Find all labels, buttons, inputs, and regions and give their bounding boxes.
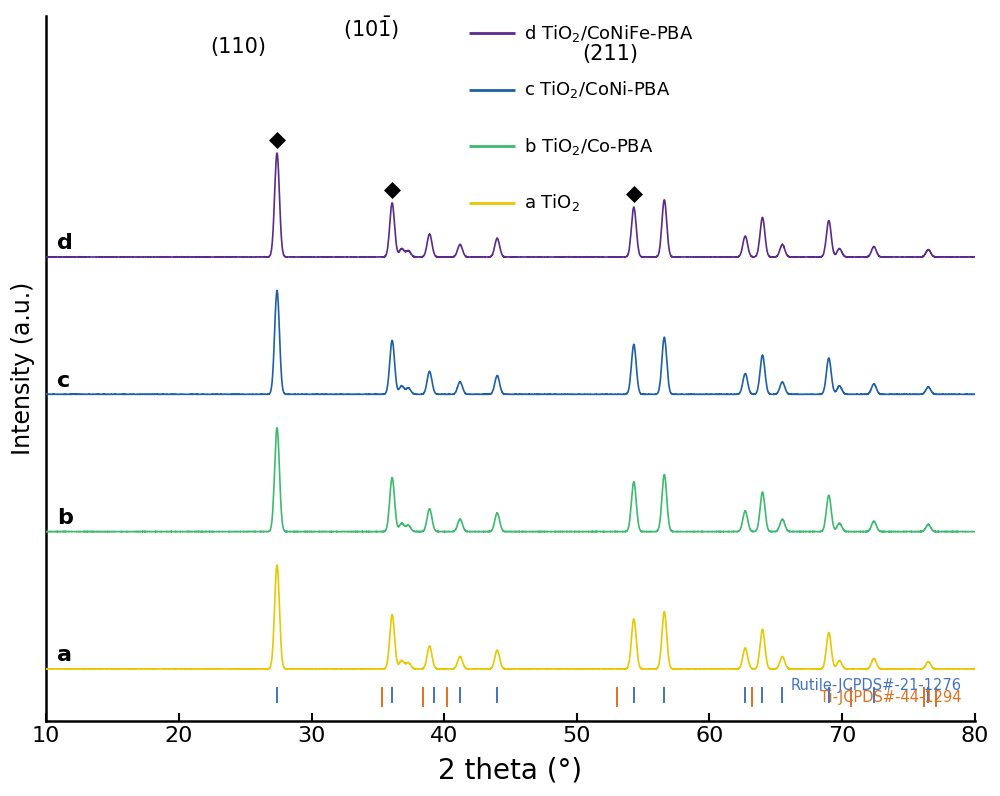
Text: d TiO$_2$/CoNiFe-PBA: d TiO$_2$/CoNiFe-PBA bbox=[524, 23, 694, 44]
Text: Ti-JCPDS#-44-1294: Ti-JCPDS#-44-1294 bbox=[820, 690, 961, 704]
Text: b TiO$_2$/Co-PBA: b TiO$_2$/Co-PBA bbox=[524, 135, 654, 157]
Text: Rutile-JCPDS#-21-1276: Rutile-JCPDS#-21-1276 bbox=[790, 678, 961, 693]
Y-axis label: Intensity (a.u.): Intensity (a.u.) bbox=[11, 282, 35, 455]
Text: c: c bbox=[57, 371, 70, 391]
Text: (211): (211) bbox=[582, 44, 638, 64]
X-axis label: 2 theta (°): 2 theta (°) bbox=[438, 757, 583, 785]
Text: (110): (110) bbox=[211, 37, 267, 57]
Text: b: b bbox=[57, 508, 73, 528]
Text: a: a bbox=[57, 646, 72, 665]
Text: (10$\mathregular{\bar{1}}$): (10$\mathregular{\bar{1}}$) bbox=[343, 14, 399, 41]
Text: d: d bbox=[57, 233, 73, 253]
Text: a TiO$_2$: a TiO$_2$ bbox=[524, 192, 580, 213]
Text: c TiO$_2$/CoNi-PBA: c TiO$_2$/CoNi-PBA bbox=[524, 80, 671, 100]
